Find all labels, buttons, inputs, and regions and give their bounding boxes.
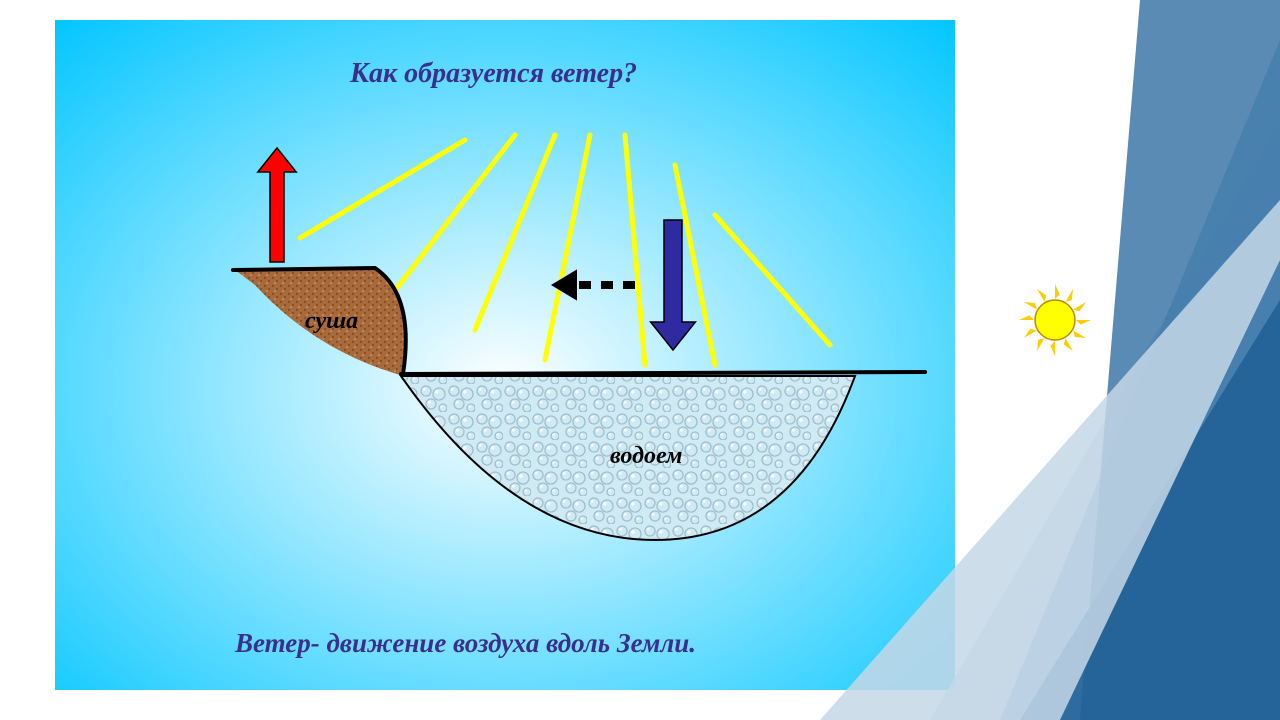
diagram-panel: Как образуется ветер? суша водоем Ветер-… [55, 20, 955, 690]
land-label: суша [305, 308, 358, 335]
diagram-svg [55, 20, 955, 690]
diagram-title: Как образуется ветер? [350, 58, 637, 90]
stage: Как образуется ветер? суша водоем Ветер-… [0, 0, 1280, 720]
sun-icon [1019, 284, 1091, 356]
water-label: водоем [610, 443, 683, 470]
diagram-caption: Ветер- движение воздуха вдоль Земли. [235, 628, 696, 659]
